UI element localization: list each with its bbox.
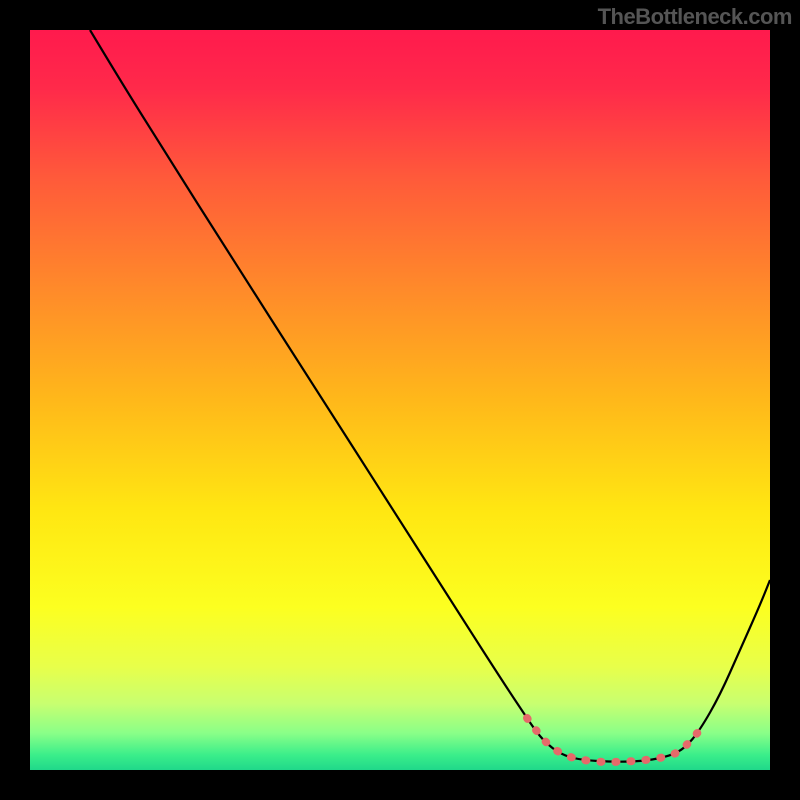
- bottleneck-curve: [30, 30, 770, 770]
- plot-area: [30, 30, 770, 770]
- optimum-marker-segment: [527, 718, 700, 762]
- curve-line: [90, 30, 770, 762]
- watermark-text: TheBottleneck.com: [598, 4, 792, 30]
